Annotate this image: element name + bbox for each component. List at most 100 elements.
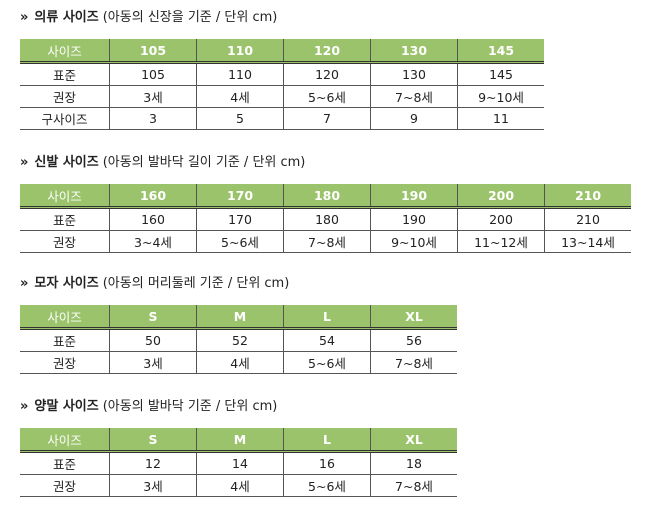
- table-cell: 7~8세: [370, 85, 458, 108]
- table-cell: 11~12세: [457, 230, 545, 253]
- double-chevron-icon: »: [20, 276, 29, 291]
- section-title: » 의류 사이즈 (아동의 신장을 기준 / 단위 cm): [20, 8, 544, 28]
- row-label: 표준: [20, 451, 110, 475]
- header-cell: 사이즈: [20, 184, 110, 209]
- double-chevron-icon: »: [20, 10, 29, 25]
- header-cell: 130: [370, 39, 458, 64]
- section-title-text: 의류 사이즈: [34, 10, 99, 25]
- clothing-size-table: 사이즈 105 110 120 130 145 표준 105 110 120 130 145 권장 3세 4…: [20, 39, 544, 130]
- table-cell: 160: [109, 207, 197, 231]
- table-row: 표준 160 170 180 190 200 210: [20, 207, 631, 231]
- table-cell: 54: [283, 328, 371, 352]
- row-label: 표준: [20, 207, 110, 231]
- table-cell: 105: [109, 62, 197, 86]
- table-cell: 110: [196, 62, 284, 86]
- header-cell: M: [196, 305, 284, 330]
- hat-size-section: » 모자 사이즈 (아동의 머리둘레 기준 / 단위 cm) 사이즈 S M L XL 표준 50…: [20, 274, 457, 374]
- table-cell: 5~6세: [283, 474, 371, 497]
- row-label: 표준: [20, 328, 110, 352]
- table-cell: 145: [457, 62, 544, 86]
- table-cell: 200: [457, 207, 545, 231]
- shoes-size-section: » 신발 사이즈 (아동의 발바닥 길이 기준 / 단위 cm) 사이즈 160 170 1…: [20, 153, 631, 253]
- table-row: 권장 3세 4세 5~6세 7~8세: [20, 474, 457, 497]
- row-label: 권장: [20, 474, 110, 497]
- header-cell: 200: [457, 184, 545, 209]
- table-cell: 4세: [196, 351, 284, 374]
- table-cell: 190: [370, 207, 458, 231]
- row-label: 권장: [20, 351, 110, 374]
- header-row: 사이즈 105 110 120 130 145: [20, 39, 544, 64]
- table-cell: 3: [109, 107, 197, 130]
- table-cell: 4세: [196, 85, 284, 108]
- table-cell: 3세: [109, 474, 197, 497]
- section-title-text: 신발 사이즈: [34, 155, 99, 170]
- header-cell: 사이즈: [20, 39, 110, 64]
- header-cell: 170: [196, 184, 284, 209]
- header-cell: M: [196, 428, 284, 453]
- table-cell: 18: [370, 451, 457, 475]
- table-cell: 9~10세: [457, 85, 544, 108]
- table-cell: 130: [370, 62, 458, 86]
- table-cell: 180: [283, 207, 371, 231]
- table-cell: 170: [196, 207, 284, 231]
- header-row: 사이즈 S M L XL: [20, 305, 457, 330]
- section-subtitle: (아동의 발바닥 기준 / 단위 cm): [102, 399, 278, 414]
- table-row: 표준 50 52 54 56: [20, 328, 457, 352]
- table-cell: 9~10세: [370, 230, 458, 253]
- header-cell: L: [283, 305, 371, 330]
- table-cell: 52: [196, 328, 284, 352]
- table-cell: 5: [196, 107, 284, 130]
- header-cell: S: [109, 428, 197, 453]
- table-cell: 4세: [196, 474, 284, 497]
- table-row: 구사이즈 3 5 7 9 11: [20, 107, 544, 130]
- section-title: » 양말 사이즈 (아동의 발바닥 기준 / 단위 cm): [20, 397, 457, 417]
- header-cell: S: [109, 305, 197, 330]
- section-subtitle: (아동의 머리둘레 기준 / 단위 cm): [102, 276, 290, 291]
- header-cell: 180: [283, 184, 371, 209]
- header-cell: XL: [370, 305, 457, 330]
- table-row: 표준 105 110 120 130 145: [20, 62, 544, 86]
- table-cell: 14: [196, 451, 284, 475]
- header-cell: 210: [544, 184, 631, 209]
- header-cell: 120: [283, 39, 371, 64]
- header-row: 사이즈 S M L XL: [20, 428, 457, 453]
- row-label: 권장: [20, 230, 110, 253]
- section-title: » 모자 사이즈 (아동의 머리둘레 기준 / 단위 cm): [20, 274, 457, 294]
- hat-size-table: 사이즈 S M L XL 표준 50 52 54 56 권장 3세 4세 5~6세 7~8세: [20, 305, 457, 374]
- header-cell: 사이즈: [20, 305, 110, 330]
- table-cell: 12: [109, 451, 197, 475]
- row-label: 표준: [20, 62, 110, 86]
- header-cell: 190: [370, 184, 458, 209]
- double-chevron-icon: »: [20, 155, 29, 170]
- table-cell: 50: [109, 328, 197, 352]
- table-cell: 5~6세: [196, 230, 284, 253]
- table-row: 권장 3~4세 5~6세 7~8세 9~10세 11~12세 13~14세: [20, 230, 631, 253]
- socks-size-section: » 양말 사이즈 (아동의 발바닥 기준 / 단위 cm) 사이즈 S M L XL 표준 12 1…: [20, 397, 457, 497]
- header-cell: 105: [109, 39, 197, 64]
- header-cell: 160: [109, 184, 197, 209]
- table-cell: 7~8세: [370, 474, 457, 497]
- table-cell: 56: [370, 328, 457, 352]
- row-label: 권장: [20, 85, 110, 108]
- table-cell: 3세: [109, 351, 197, 374]
- table-row: 권장 3세 4세 5~6세 7~8세: [20, 351, 457, 374]
- header-cell: 110: [196, 39, 284, 64]
- table-cell: 120: [283, 62, 371, 86]
- table-cell: 7~8세: [283, 230, 371, 253]
- table-cell: 7: [283, 107, 371, 130]
- clothing-size-section: » 의류 사이즈 (아동의 신장을 기준 / 단위 cm) 사이즈 105 110 120 1…: [20, 8, 544, 130]
- header-cell: 145: [457, 39, 544, 64]
- section-subtitle: (아동의 신장을 기준 / 단위 cm): [102, 10, 278, 25]
- header-cell: 사이즈: [20, 428, 110, 453]
- section-title: » 신발 사이즈 (아동의 발바닥 길이 기준 / 단위 cm): [20, 153, 631, 173]
- row-label: 구사이즈: [20, 107, 110, 130]
- table-cell: 13~14세: [544, 230, 631, 253]
- table-cell: 5~6세: [283, 351, 371, 374]
- section-title-text: 양말 사이즈: [34, 399, 99, 414]
- table-cell: 5~6세: [283, 85, 371, 108]
- double-chevron-icon: »: [20, 399, 29, 414]
- table-cell: 9: [370, 107, 458, 130]
- table-cell: 7~8세: [370, 351, 457, 374]
- header-cell: XL: [370, 428, 457, 453]
- header-row: 사이즈 160 170 180 190 200 210: [20, 184, 631, 209]
